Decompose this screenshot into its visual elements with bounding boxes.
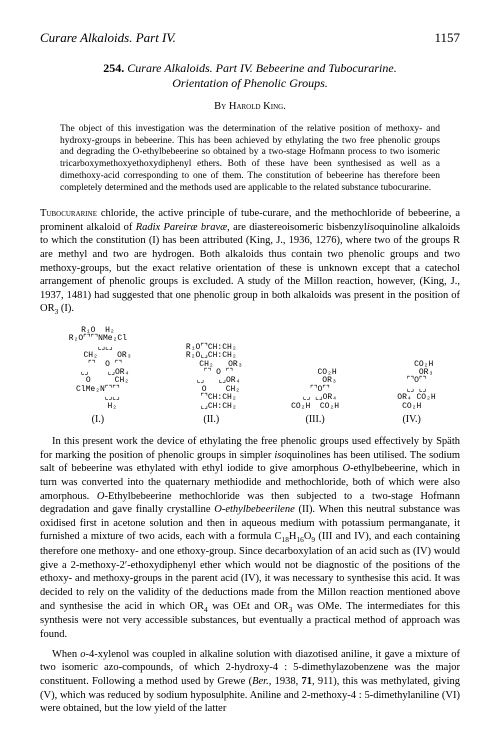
paragraph-1: Tubocurarine chloride, the active princi…: [40, 207, 460, 317]
structure-1: R₁O H₂ R₂O⌜⌝⌜⌝NMe₂Cl ⌞⌟⌞⌟ CH₂ OR₃ ⌜⌝ O ⌜…: [64, 327, 131, 425]
para1-rest: chloride, the active principle of tube-c…: [40, 208, 460, 314]
structure-4: CO₂H OR₃ ⌜⌝O⌜⌝ ⌞⌟ ⌞⌟ OR₄ CO₂H CO₂H (IV.): [388, 361, 436, 425]
article-number: 254.: [103, 61, 124, 75]
chemical-structures-row: R₁O H₂ R₂O⌜⌝⌜⌝NMe₂Cl ⌞⌟⌞⌟ CH₂ OR₃ ⌜⌝ O ⌜…: [40, 327, 460, 425]
structure-3-drawing: CO₂H OR₃ ⌜⌝O⌜⌝ ⌞⌟ ⌞⌟OR₄ CO₂H CO₂H: [291, 369, 339, 411]
abstract-text: The object of this investigation was the…: [60, 124, 440, 195]
structure-3-label: (III.): [306, 414, 325, 425]
structure-2: R₁O⌜⌝CH:CH₂ R₂O⌞⌟CH:CH₂ CH₂ OR₃ ⌜⌝ O ⌜⌝ …: [180, 344, 242, 425]
first-word: Tubocurarine: [40, 208, 97, 219]
paragraph-3: When o-4-xylenol was coupled in alkaline…: [40, 648, 460, 716]
paragraph-2: In this present work the device of ethyl…: [40, 435, 460, 642]
title-line-1: Curare Alkaloids. Part IV. Bebeerine and…: [127, 61, 396, 75]
author-byline: By Harold King.: [40, 100, 460, 114]
structure-4-label: (IV.): [402, 414, 420, 425]
page-number: 1157: [434, 30, 460, 47]
structure-3: CO₂H OR₃ ⌜⌝O⌜⌝ ⌞⌟ ⌞⌟OR₄ CO₂H CO₂H (III.): [291, 369, 339, 425]
structure-1-label: (I.): [92, 414, 105, 425]
running-title: Curare Alkaloids. Part IV.: [40, 30, 176, 47]
structure-4-drawing: CO₂H OR₃ ⌜⌝O⌜⌝ ⌞⌟ ⌞⌟ OR₄ CO₂H CO₂H: [388, 361, 436, 411]
title-line-2: Orientation of Phenolic Groups.: [172, 76, 328, 90]
structure-2-drawing: R₁O⌜⌝CH:CH₂ R₂O⌞⌟CH:CH₂ CH₂ OR₃ ⌜⌝ O ⌜⌝ …: [180, 344, 242, 411]
structure-1-drawing: R₁O H₂ R₂O⌜⌝⌜⌝NMe₂Cl ⌞⌟⌞⌟ CH₂ OR₃ ⌜⌝ O ⌜…: [64, 327, 131, 411]
structure-2-label: (II.): [203, 414, 219, 425]
article-title: 254. Curare Alkaloids. Part IV. Bebeerin…: [40, 61, 460, 92]
running-header: Curare Alkaloids. Part IV. 1157: [40, 30, 460, 47]
